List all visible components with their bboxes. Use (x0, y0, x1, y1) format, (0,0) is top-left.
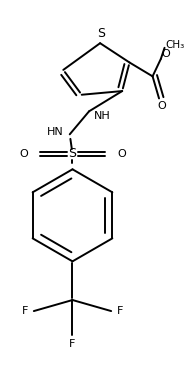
Text: S: S (68, 147, 76, 160)
Text: F: F (21, 306, 28, 316)
Text: HN: HN (46, 127, 63, 136)
Text: O: O (161, 49, 170, 59)
Text: O: O (117, 149, 126, 159)
Text: F: F (69, 339, 76, 349)
Text: NH: NH (94, 111, 110, 121)
Text: O: O (19, 149, 28, 159)
Text: S: S (97, 27, 105, 40)
Text: O: O (157, 101, 166, 111)
Text: F: F (117, 306, 124, 316)
Text: CH₃: CH₃ (166, 40, 185, 50)
